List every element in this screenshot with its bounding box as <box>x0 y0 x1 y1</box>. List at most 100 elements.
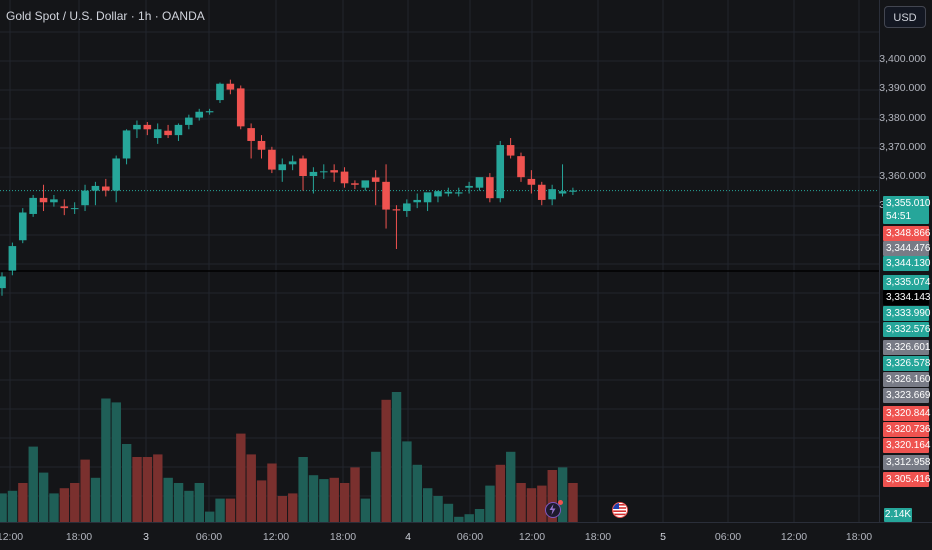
price-badge: 3,326.578 <box>883 356 931 371</box>
volume-bar <box>18 483 28 522</box>
price-badge: 3,326.601 <box>883 340 931 355</box>
candle-up <box>454 192 463 194</box>
candle-down <box>143 124 152 130</box>
volume-bar <box>205 511 215 522</box>
volume-bar <box>329 477 339 522</box>
candle-up <box>133 124 141 130</box>
time-tick-label: 3 <box>143 531 149 543</box>
price-badge: 3,348.866 <box>883 226 931 241</box>
volume-bar <box>360 498 371 522</box>
volume-bar <box>381 399 391 522</box>
candle-up <box>423 192 432 203</box>
candle-down <box>382 181 390 210</box>
time-tick-label: 18:00 <box>329 531 357 543</box>
volume-bar <box>90 477 101 522</box>
price-tick-label: 3,370.000 <box>879 140 926 153</box>
volume-badge: 2.14K <box>884 508 912 522</box>
candle-down <box>164 130 172 136</box>
candle-down <box>351 183 359 185</box>
price-badge: 3,333.990 <box>883 306 931 321</box>
candle-up <box>434 191 442 197</box>
candle-up <box>548 189 556 200</box>
lightning-icon[interactable] <box>545 500 563 518</box>
volume-bar <box>184 490 194 522</box>
candle-up <box>112 158 120 191</box>
price-badge: 3,335.074 <box>883 275 931 290</box>
price-tick-label: 3,360.000 <box>879 170 926 182</box>
candle-up <box>278 164 287 171</box>
volume-bar <box>173 483 184 522</box>
candle-up <box>91 185 100 191</box>
price-badge: 3,312.958 <box>883 455 931 470</box>
volume-bar <box>59 488 70 522</box>
candle-up <box>319 171 328 173</box>
volume-bar <box>28 446 38 522</box>
volume-bar <box>80 459 90 522</box>
candle-up <box>81 190 89 206</box>
time-tick-label: 12:00 <box>0 531 24 543</box>
candle-down <box>226 83 235 90</box>
candle-down <box>60 206 69 209</box>
volume-bar <box>454 516 464 522</box>
candle-up <box>205 111 214 113</box>
volume-bar <box>288 493 298 522</box>
candle-down <box>102 186 110 191</box>
volume-bar <box>474 509 485 522</box>
candle-down <box>340 171 349 184</box>
candle-up <box>288 161 297 165</box>
time-axis[interactable]: 12:00 18:00 3 06:00 12:00 18:00 4 06:00 12:00 18:… <box>0 522 932 550</box>
symbol-title[interactable]: Gold Spot / U.S. Dollar · 1h · OANDA <box>6 9 205 23</box>
price-tick-label: 3,380.000 <box>879 111 926 124</box>
volume-bar <box>350 467 360 522</box>
candle-down <box>527 178 536 185</box>
volume-bar <box>38 472 49 522</box>
candlestick-chart[interactable] <box>0 0 879 522</box>
volume-bar <box>464 514 474 522</box>
volume-bar <box>526 488 537 522</box>
candle-down <box>537 184 546 200</box>
candle-up <box>153 129 162 139</box>
volume-bar <box>402 441 412 522</box>
candle-up <box>413 199 421 203</box>
volume-bar <box>371 451 381 522</box>
candle-down <box>486 177 494 199</box>
time-tick-label: 06:00 <box>456 531 484 543</box>
volume-bar <box>516 483 526 522</box>
candle-up <box>0 276 6 289</box>
volume-bar <box>70 483 80 522</box>
time-tick-label: 06:00 <box>714 531 742 543</box>
candle-down <box>299 158 307 176</box>
price-badge: 3,320.736 <box>883 422 931 437</box>
volume-bar <box>194 483 205 522</box>
volume-bar <box>557 467 568 522</box>
volume-bar <box>101 398 111 522</box>
currency-button[interactable]: USD <box>884 6 926 28</box>
volume-bar <box>277 496 288 522</box>
price-badge: 3,334.143 <box>883 290 931 305</box>
chart-pane[interactable]: Gold Spot / U.S. Dollar · 1h · OANDA <box>0 0 879 522</box>
candle-up <box>216 83 224 101</box>
volume-bar <box>308 475 319 522</box>
price-badge: 3,332.576 <box>883 322 931 337</box>
candle-down <box>39 197 48 203</box>
time-tick-label: 12:00 <box>262 531 290 543</box>
candle-up <box>18 212 27 241</box>
time-tick-label: 12:00 <box>518 531 546 543</box>
volume-bar <box>495 464 506 522</box>
time-tick-label: 12:00 <box>780 531 808 543</box>
volume-bar <box>256 480 267 522</box>
price-badge: 3,344.130 <box>883 256 931 271</box>
price-badge: 3,326.160 <box>883 372 931 387</box>
candle-up <box>309 171 318 176</box>
event-dot <box>558 500 563 505</box>
us-flag-icon[interactable] <box>612 502 628 518</box>
candle-up <box>444 191 453 194</box>
candle-up <box>403 203 411 212</box>
time-tick-label: 18:00 <box>584 531 612 543</box>
volume-bar <box>132 457 142 522</box>
volume-bar <box>236 433 246 522</box>
price-badge: 3,323.669 <box>883 388 931 403</box>
volume-bar <box>121 444 132 522</box>
candle-up <box>465 185 473 188</box>
candle-up <box>496 145 505 199</box>
